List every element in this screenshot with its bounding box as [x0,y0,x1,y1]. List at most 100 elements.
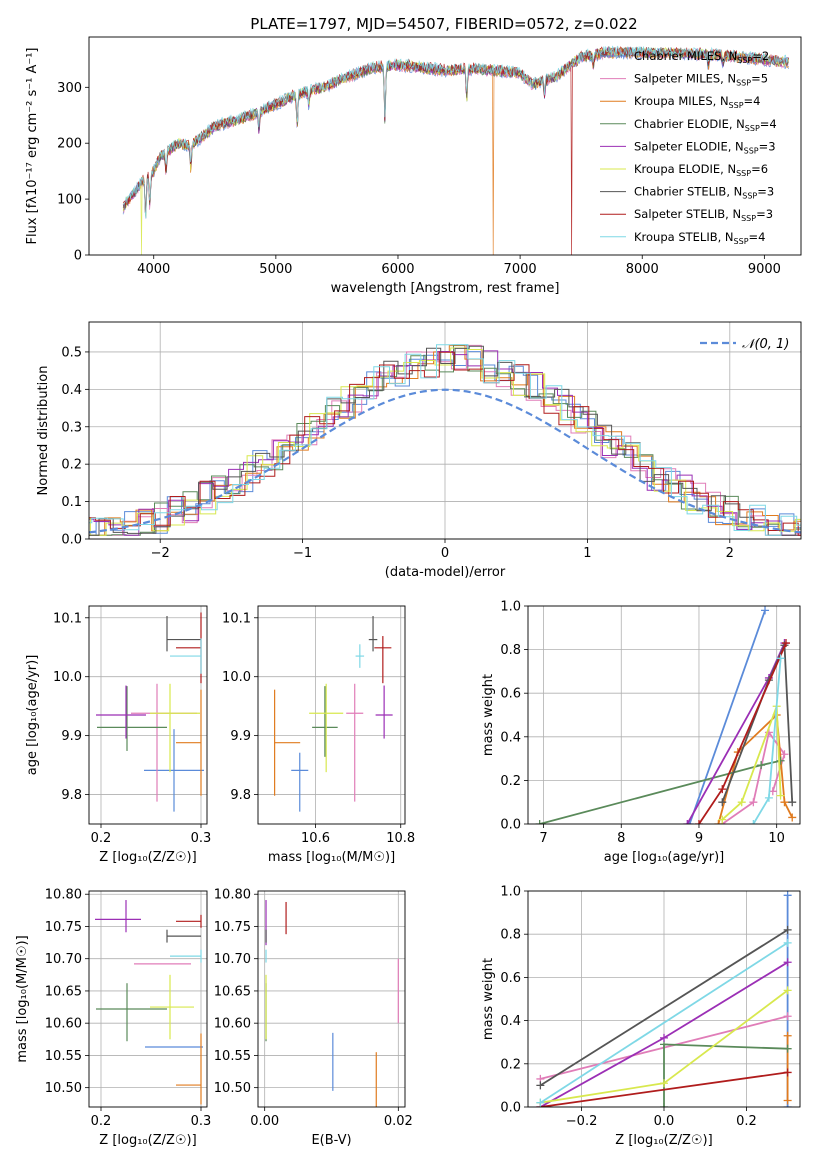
legend-label-sub: SSP [744,146,759,155]
mass-vs-Z-xtick-label: 0.3 [191,1114,212,1129]
weight-vs-age-ytick-label: 0.0 [500,818,521,833]
legend-label-sub: SSP [741,214,756,223]
legend-label-val: =3 [759,139,776,153]
spectrum-ytick-label: 300 [57,81,82,96]
weight-vs-age-lines [535,606,797,824]
legend-label-sub: SSP [734,237,749,246]
legend-label-sub: SSP [742,192,757,201]
weight-vs-Z-lines [536,891,792,1107]
weight-point-marker [776,756,785,765]
histogram-series-step [89,350,801,536]
legend-label-sub: SSP [736,79,751,88]
spectrum-ylabel: Flux [fλ10⁻¹⁷ erg cm⁻² s⁻¹ A⁻¹] [25,48,40,245]
legend-label: Chabrier STELIB, NSSP=3 [634,185,774,201]
weight-point-marker [783,938,792,947]
residuals-xlabel: (data-model)/error [385,565,506,580]
weight-point-marker [788,813,797,822]
residuals-ytick-label: 0.4 [61,383,82,398]
weight-vs-age-xlabel: age [log₁₀(age/yr)] [604,850,725,865]
mass-vs-Z-ytick-label: 10.65 [45,984,82,999]
residuals-ytick-label: 0.0 [61,533,82,548]
residuals-xtick-label: 0 [441,546,449,561]
weight-point-marker [764,793,773,802]
spectrum-xtick-label: 8000 [626,262,659,277]
legend-label-val: =6 [751,162,768,176]
weight-point-marker [783,1012,792,1021]
mass-vs-EBV-ytick-label: 10.55 [214,1049,251,1064]
spectrum-xtick-label: 6000 [381,262,414,277]
weight-point-marker [783,1096,792,1105]
histogram-series-step [89,344,801,536]
age-vs-Z-xtick-label: 0.2 [91,831,112,846]
legend-label: Kroupa MILES, NSSP=4 [634,94,760,110]
weight-vs-Z-ytick-label: 0.2 [500,1057,521,1072]
mass-vs-EBV-ytick-label: 10.70 [214,952,251,967]
age-vs-mass-ytick-label: 9.9 [230,729,251,744]
weight-vs-Z-ytick-label: 0.8 [500,928,521,943]
legend-label-val: =4 [760,117,777,131]
age-vs-Z-errorbars [96,612,204,812]
spectrum-xtick-label: 7000 [504,262,537,277]
mass-vs-Z-ytick-label: 10.50 [45,1081,82,1096]
legend-label: Kroupa ELODIE, NSSP=6 [634,162,768,178]
weight-point-marker [757,761,766,770]
weight-point-marker [761,606,770,615]
mass-vs-EBV-xtick-label: 0.02 [384,1114,413,1129]
histogram-series-step [89,351,801,536]
weight-point-marker [536,1098,545,1107]
mass-vs-EBV-ytick-label: 10.60 [214,1017,251,1032]
histogram-series-step [89,345,801,536]
spectrum-ytick-label: 200 [57,137,82,152]
spectrum-xtick-label: 5000 [259,262,292,277]
legend-label-sub: SSP [729,101,744,110]
weight-vs-Z-ytick-label: 1.0 [500,885,521,900]
weight-series-line [539,942,789,1104]
normal-reference-curve [89,388,801,534]
residuals-ytick-label: 0.2 [61,458,82,473]
age-vs-mass-axes-frame [257,605,406,825]
weight-vs-age-xtick-label: 8 [617,831,625,846]
mass-vs-Z-errorbars [95,900,203,1105]
weight-point-marker [788,798,797,807]
legend-label: Salpeter STELIB, NSSP=3 [634,207,773,223]
age-vs-mass-xlabel: mass [log₁₀(M/M☉)] [268,850,395,865]
legend-label-sub: SSP [745,124,760,133]
spectrum-xlabel: wavelength [Angstrom, rest frame] [331,281,560,296]
weight-vs-age-ytick-label: 0.8 [500,643,521,658]
age-vs-mass-ytick-label: 10.1 [222,611,251,626]
mass-vs-EBV-errorbars [265,900,399,1107]
weight-vs-Z-xtick-label: 0.0 [654,1114,675,1129]
age-vs-Z-xlabel: Z [log₁₀(Z/Z☉)] [99,850,196,865]
mass-vs-EBV-xlabel: E(B-V) [311,1133,351,1148]
age-vs-Z-xtick-label: 0.3 [191,831,212,846]
legend-label-sub: SSP [736,169,751,178]
weight-point-marker [780,750,789,759]
legend-label-val: =3 [756,207,773,221]
residuals-ytick-label: 0.5 [61,345,82,360]
histogram-lines [89,344,801,536]
legend-label: 𝒩(0, 1) [742,337,789,352]
weight-point-marker [783,925,792,934]
weight-vs-Z-ytick-label: 0.4 [500,1014,521,1029]
weight-point-marker [780,798,789,807]
mass-vs-Z-ytick-label: 10.60 [45,1017,82,1032]
weight-vs-Z-ylabel: mass weight [481,958,496,1040]
spectrum-ytick-label: 100 [57,193,82,208]
residuals-xtick-label: −2 [151,546,170,561]
residuals-xtick-label: 2 [726,546,734,561]
spectrum-series-line [122,45,789,218]
weight-vs-Z-xtick-label: 0.2 [736,1114,757,1129]
residuals-xtick-label: 1 [583,546,591,561]
mass-vs-EBV-ytick-label: 10.65 [214,984,251,999]
legend-label: Salpeter MILES, NSSP=5 [634,72,768,88]
age-vs-Z-ytick-label: 10.0 [53,670,82,685]
age-vs-Z-ytick-label: 9.8 [61,788,82,803]
weight-point-marker [737,798,746,807]
weight-point-marker [783,1044,792,1053]
weight-point-marker [776,791,785,800]
mass-vs-EBV-axes-frame [257,890,406,1108]
weight-point-marker [783,891,792,900]
mass-vs-EBV-ytick-label: 10.75 [214,920,251,935]
weight-point-marker [694,820,703,824]
legend-label-val: =4 [749,230,766,244]
